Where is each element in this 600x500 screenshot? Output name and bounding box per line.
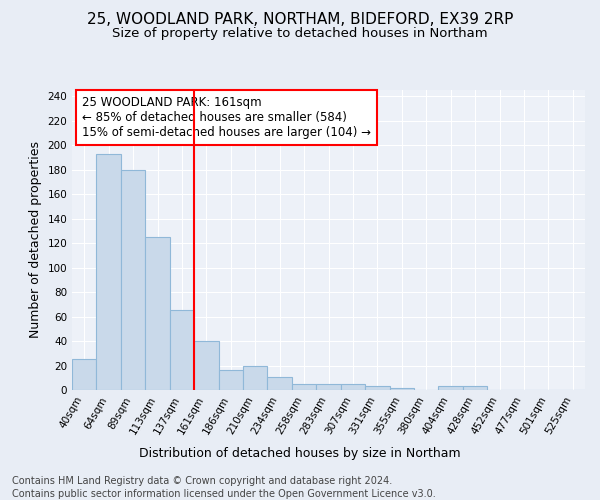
Bar — [268, 376, 292, 390]
Bar — [72, 360, 97, 390]
Bar — [439, 386, 463, 390]
Bar — [121, 170, 145, 390]
Bar — [97, 154, 121, 390]
Bar — [243, 366, 268, 390]
Bar — [218, 370, 243, 390]
Text: Contains public sector information licensed under the Open Government Licence v3: Contains public sector information licen… — [12, 489, 436, 499]
Bar — [389, 388, 414, 390]
Text: 25, WOODLAND PARK, NORTHAM, BIDEFORD, EX39 2RP: 25, WOODLAND PARK, NORTHAM, BIDEFORD, EX… — [87, 12, 513, 28]
Text: Contains HM Land Registry data © Crown copyright and database right 2024.: Contains HM Land Registry data © Crown c… — [12, 476, 392, 486]
Text: Size of property relative to detached houses in Northam: Size of property relative to detached ho… — [112, 28, 488, 40]
Bar — [145, 237, 170, 390]
Y-axis label: Number of detached properties: Number of detached properties — [29, 142, 42, 338]
Bar — [463, 386, 487, 390]
Bar — [194, 341, 218, 390]
Bar — [341, 384, 365, 390]
Text: 25 WOODLAND PARK: 161sqm
← 85% of detached houses are smaller (584)
15% of semi-: 25 WOODLAND PARK: 161sqm ← 85% of detach… — [82, 96, 371, 139]
Bar — [292, 384, 316, 390]
Text: Distribution of detached houses by size in Northam: Distribution of detached houses by size … — [139, 448, 461, 460]
Bar — [170, 310, 194, 390]
Bar — [365, 386, 389, 390]
Bar — [316, 384, 341, 390]
